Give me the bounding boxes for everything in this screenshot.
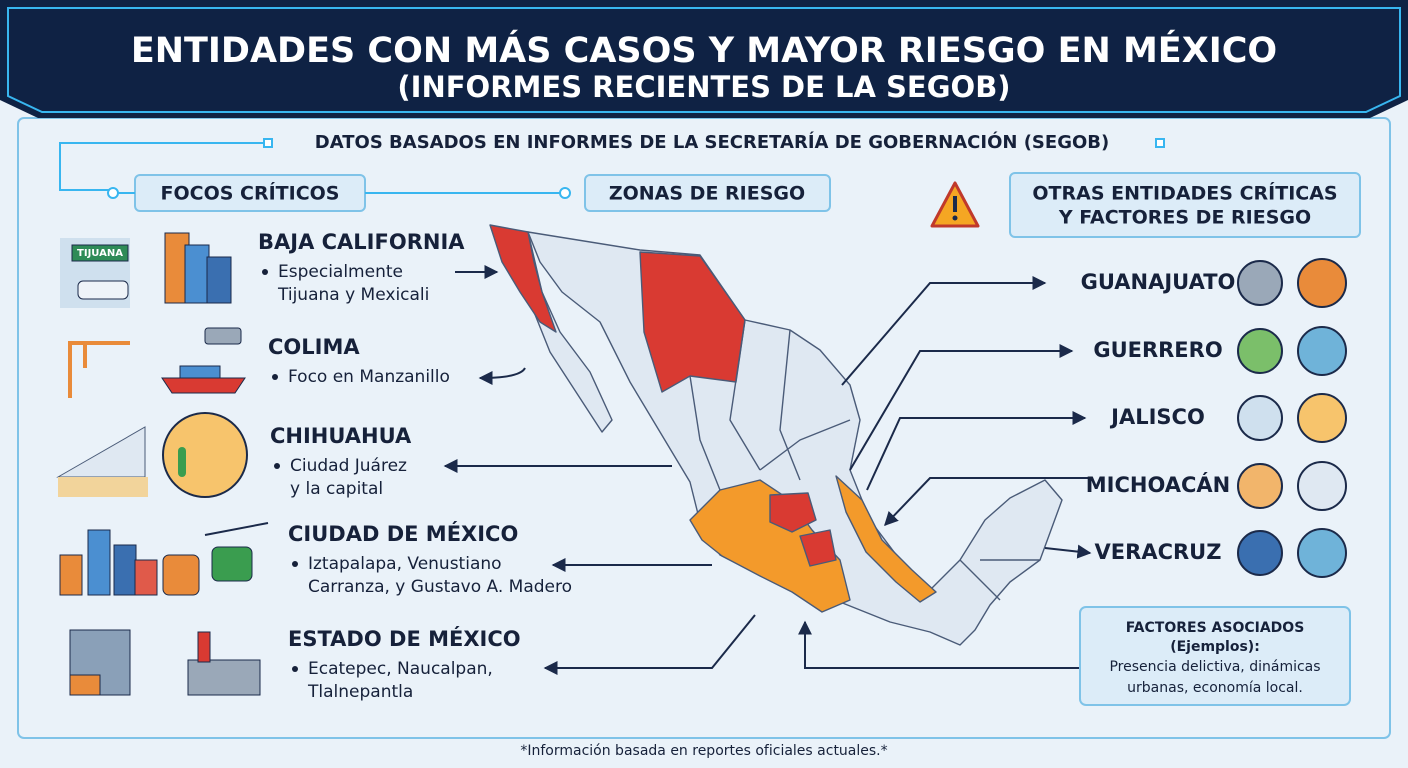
chimney — [197, 631, 211, 663]
ground — [58, 477, 148, 497]
subtitle: (INFORMES RECIENTES DE LA SEGOB) — [397, 70, 1010, 104]
red-state — [769, 492, 817, 533]
entity-name: JALISCO — [1109, 405, 1205, 429]
state-borders — [689, 319, 1040, 601]
section-zonas: ZONAS DE RIESGO — [609, 183, 805, 205]
header-band — [0, 0, 1408, 118]
foco-detail: Carranza, y Gustavo A. Madero — [308, 577, 572, 597]
baja-california — [489, 224, 557, 333]
foco-name: COLIMA — [268, 335, 360, 359]
cable-car — [211, 546, 253, 582]
icon — [1297, 258, 1347, 308]
entity-name: VERACRUZ — [1095, 540, 1222, 564]
orange-states — [689, 479, 851, 613]
icon — [1237, 463, 1283, 509]
entity-name: GUANAJUATO — [1081, 270, 1236, 294]
foco-name: CHIHUAHUA — [270, 424, 412, 448]
icon — [1237, 328, 1283, 374]
foco-name: CIUDAD DE MÉXICO — [288, 521, 518, 546]
building — [184, 244, 210, 304]
icon — [1237, 530, 1283, 576]
arrow — [1044, 544, 1092, 559]
arrow — [841, 276, 1047, 386]
foco-name: ESTADO DE MÉXICO — [288, 626, 521, 651]
map — [489, 224, 1063, 646]
footnote: *Información basada en reportes oficiale… — [520, 743, 887, 759]
house — [69, 674, 101, 696]
factors-subtitle: (Ejemplos): — [1170, 639, 1260, 655]
node — [1155, 138, 1165, 148]
foco-detail: Foco en Manzanillo — [288, 367, 450, 387]
chihuahua — [639, 251, 746, 393]
section-focos: FOCOS CRÍTICOS — [161, 182, 340, 205]
arrows — [443, 265, 1092, 675]
icon — [1237, 260, 1283, 306]
foco-detail: y la capital — [290, 479, 383, 499]
section-otras: OTRAS ENTIDADES CRÍTICAS — [1032, 182, 1337, 205]
icon — [1237, 395, 1283, 441]
cable — [204, 522, 269, 536]
section-pill — [584, 174, 831, 212]
camera — [204, 327, 242, 345]
building — [59, 554, 83, 596]
car — [77, 280, 129, 300]
factors-title: FACTORES ASOCIADOS — [1126, 620, 1305, 636]
sign — [71, 244, 129, 262]
bullet — [292, 561, 298, 567]
entity-name: GUERRERO — [1093, 338, 1222, 362]
warning-mark — [953, 196, 957, 212]
header-border — [7, 7, 1401, 113]
bullet — [272, 374, 278, 380]
foco-name: BAJA CALIFORNIA — [258, 230, 465, 254]
factory — [187, 659, 261, 696]
node — [263, 138, 273, 148]
arrow — [543, 614, 756, 675]
bullet — [262, 269, 268, 275]
entity-name: MICHOACÁN — [1086, 472, 1230, 497]
arrow — [478, 367, 526, 385]
arrow — [849, 344, 1074, 471]
source-banner: DATOS BASADOS EN INFORMES DE LA SECRETAR… — [315, 131, 1109, 153]
node — [559, 187, 571, 199]
arrow — [798, 620, 1080, 669]
building — [206, 256, 232, 304]
building — [87, 529, 111, 596]
icon — [1297, 461, 1347, 511]
foco-detail: Ecatepec, Naucalpan, — [308, 659, 493, 679]
bullet — [274, 463, 280, 469]
veracruz-zone — [835, 475, 937, 603]
connector — [59, 142, 268, 191]
foco-detail: Iztapalapa, Venustiano — [308, 554, 502, 574]
foco-detail: Tlalnepantla — [307, 682, 413, 702]
crane — [68, 341, 130, 398]
section-pill — [1009, 172, 1361, 238]
containers — [179, 365, 221, 379]
factors-line: urbanas, economía local. — [1127, 680, 1303, 696]
icon — [1297, 393, 1347, 443]
train — [162, 554, 200, 596]
arrow — [884, 477, 1088, 527]
sign-text: TIJUANA — [77, 248, 123, 259]
building — [113, 544, 137, 596]
building — [134, 559, 158, 596]
bullet — [292, 666, 298, 672]
section-otras: Y FACTORES DE RIESGO — [1058, 207, 1311, 229]
foco-detail: Tijuana y Mexicali — [277, 285, 429, 305]
icon — [1297, 326, 1347, 376]
warning-dot — [952, 215, 958, 221]
arrow — [866, 411, 1087, 491]
foco-detail: Ciudad Juárez — [290, 456, 407, 476]
red-state — [799, 529, 837, 567]
title: ENTIDADES CON MÁS CASOS Y MAYOR RIESGO E… — [131, 29, 1277, 71]
ship — [161, 377, 246, 394]
desert — [162, 412, 248, 498]
node — [107, 187, 119, 199]
factors-box — [1079, 606, 1351, 706]
factors-line: Presencia delictiva, dinámicas — [1109, 659, 1320, 675]
foco-detail: Especialmente — [278, 262, 403, 282]
icon — [1297, 528, 1347, 578]
cactus — [178, 447, 186, 477]
